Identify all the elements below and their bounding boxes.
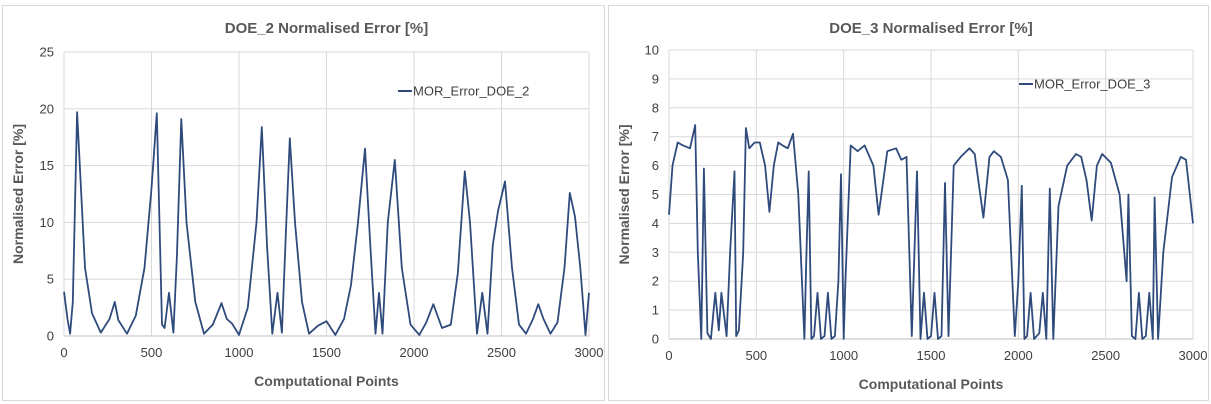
y-tick-label: 20: [40, 101, 54, 116]
y-tick-label: 2: [652, 274, 659, 289]
x-axis-label: Computational Points: [254, 373, 399, 389]
x-tick-label: 1000: [829, 348, 858, 363]
chart-panel-doe2: DOE_2 Normalised Error [%] 0 5 10 15 20 25 0 500…: [2, 5, 605, 401]
y-tick-label: 10: [40, 215, 54, 230]
x-tick-label: 2000: [1004, 348, 1033, 363]
y-tick-label: 7: [652, 129, 659, 144]
chart-doe2: DOE_2 Normalised Error [%] 0 5 10 15 20 25 0 500…: [10, 20, 604, 389]
y-tick-label: 8: [652, 100, 659, 115]
x-tick-label: 2500: [1091, 348, 1120, 363]
x-tick-label: 500: [745, 348, 767, 363]
legend-entry: MOR_Error_DOE_3: [1034, 77, 1150, 92]
y-tick-label: 5: [652, 187, 659, 202]
y-tick-label: 0: [652, 332, 659, 347]
x-tick-label: 0: [60, 345, 67, 360]
chart-panel-doe3: DOE_3 Normalised Error [%] 0 1 2 3 4 5 6 7 8 9 10 0 5…: [608, 5, 1209, 401]
chart-doe3: DOE_3 Normalised Error [%] 0 1 2 3 4 5 6 7 8 9 10 0 5…: [616, 20, 1208, 392]
y-tick-label: 0: [47, 329, 54, 344]
series-line-mor-error-doe-3: [668, 124, 1194, 340]
y-tick-label: 9: [652, 71, 659, 86]
x-tick-label: 1000: [225, 345, 254, 360]
x-tick-label: 500: [141, 345, 163, 360]
y-tick-label: 3: [652, 245, 659, 260]
y-tick-label: 6: [652, 158, 659, 173]
y-tick-label: 15: [40, 158, 54, 173]
y-axis-label: Normalised Error [%]: [10, 124, 26, 264]
x-tick-label: 0: [665, 348, 672, 363]
x-tick-label: 2000: [400, 345, 429, 360]
series-line-mor-error-doe-2: [63, 111, 590, 336]
x-tick-label: 1500: [312, 345, 341, 360]
x-tick-label: 3000: [1179, 348, 1208, 363]
x-tick-label: 1500: [917, 348, 946, 363]
chart-title: DOE_2 Normalised Error [%]: [225, 20, 428, 37]
x-tick-label: 2500: [487, 345, 516, 360]
y-axis-label: Normalised Error [%]: [616, 124, 632, 264]
x-tick-label: 3000: [575, 345, 604, 360]
y-tick-label: 10: [645, 43, 659, 58]
y-tick-label: 1: [652, 303, 659, 318]
legend-entry: MOR_Error_DOE_2: [413, 84, 529, 99]
y-tick-label: 4: [652, 216, 659, 231]
chart-title: DOE_3 Normalised Error [%]: [829, 20, 1032, 37]
y-tick-label: 5: [47, 272, 54, 287]
x-axis-label: Computational Points: [859, 376, 1004, 392]
y-tick-label: 25: [40, 45, 54, 60]
